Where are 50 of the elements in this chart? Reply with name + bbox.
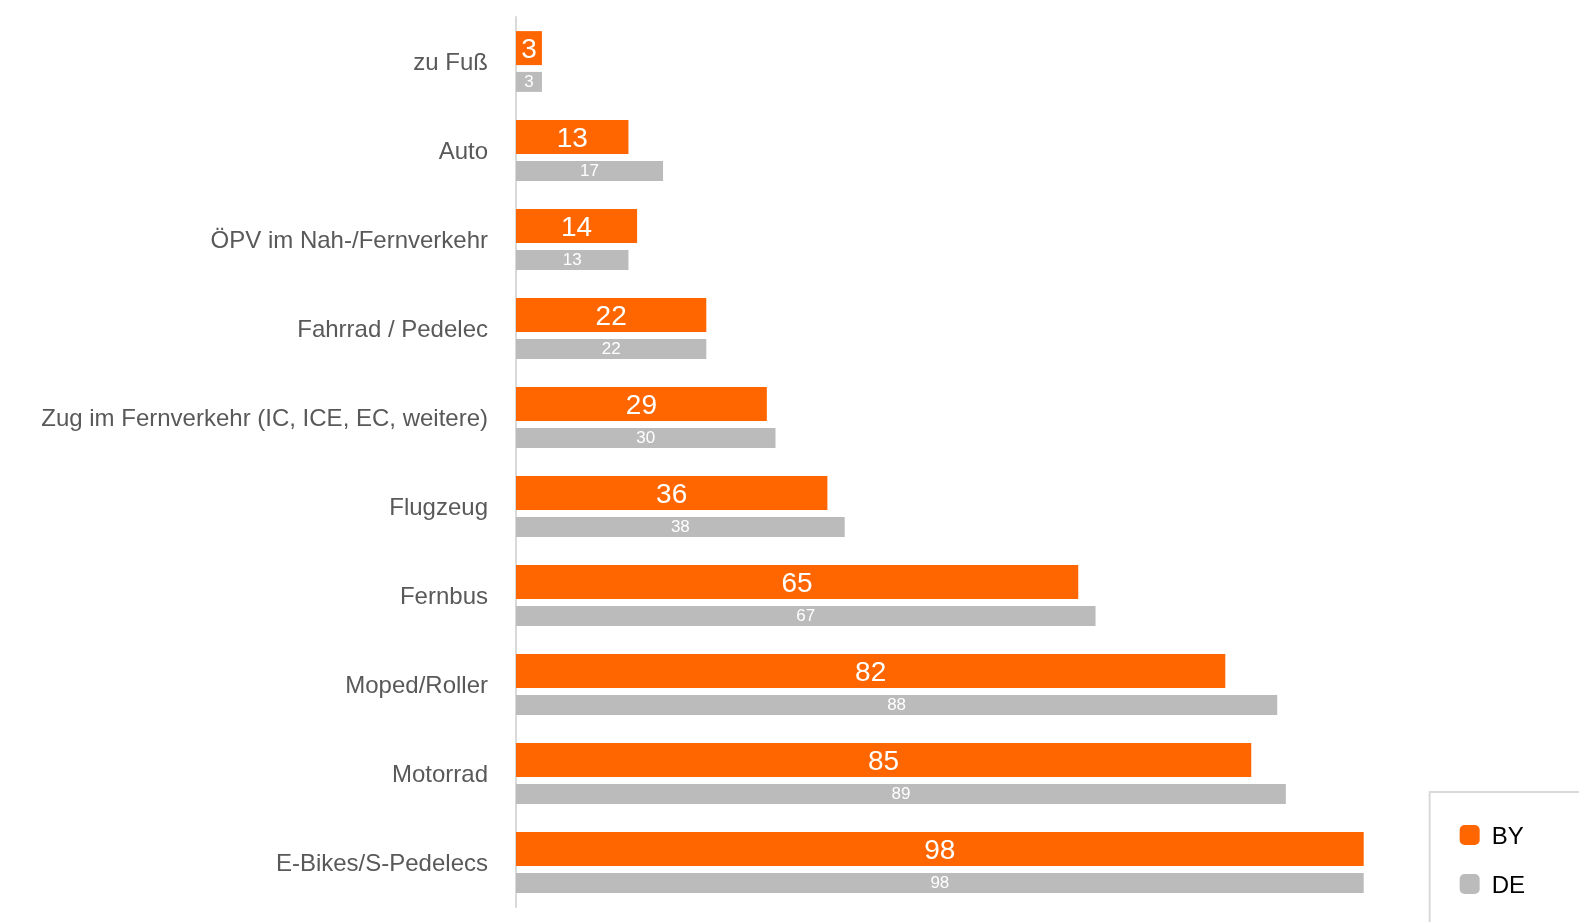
data-label: 88 bbox=[887, 695, 907, 715]
bar bbox=[516, 160, 664, 181]
data-label: 38 bbox=[670, 517, 690, 537]
y-tick-label: Fernbus bbox=[399, 582, 488, 609]
y-tick-label: E-Bikes/S-Pedelecs bbox=[275, 849, 488, 876]
data-label: 85 bbox=[868, 744, 900, 776]
bar bbox=[516, 427, 776, 448]
data-label: 89 bbox=[891, 784, 911, 804]
y-tick-label: Auto bbox=[438, 137, 488, 164]
data-label: 3 bbox=[521, 32, 537, 64]
data-label: 98 bbox=[924, 833, 956, 865]
y-tick-label: Zug im Fernverkehr (IC, ICE, EC, weitere) bbox=[41, 404, 488, 431]
y-tick-label: zu Fuß bbox=[413, 48, 488, 75]
data-label: 36 bbox=[656, 477, 688, 509]
legend-label: BY bbox=[1491, 821, 1524, 849]
bar bbox=[516, 298, 707, 333]
data-label: 29 bbox=[625, 388, 657, 420]
bar bbox=[516, 694, 1278, 715]
data-label: 30 bbox=[636, 428, 656, 448]
bar bbox=[516, 476, 828, 511]
data-label: 13 bbox=[562, 250, 582, 270]
bar bbox=[516, 209, 638, 244]
data-label: 82 bbox=[855, 655, 887, 687]
bar bbox=[516, 654, 1226, 689]
bar bbox=[516, 832, 1364, 867]
bar bbox=[516, 565, 1079, 600]
y-tick-label: Flugzeug bbox=[389, 493, 488, 520]
bar bbox=[516, 249, 629, 270]
data-label: 13 bbox=[556, 121, 588, 153]
y-tick-label: ÖPV im Nah-/Fernverkehr bbox=[210, 226, 489, 253]
data-label: 67 bbox=[796, 606, 816, 626]
data-label: 65 bbox=[781, 566, 813, 598]
bar bbox=[516, 743, 1252, 778]
y-tick-label: Moped/Roller bbox=[345, 671, 489, 698]
bar bbox=[516, 338, 707, 359]
data-label: 22 bbox=[595, 299, 627, 331]
y-tick-label: Motorrad bbox=[391, 760, 488, 787]
bar bbox=[516, 120, 629, 155]
bar bbox=[516, 872, 1364, 893]
data-label: 14 bbox=[560, 210, 593, 242]
data-label: 22 bbox=[601, 339, 621, 359]
legend-label: DE bbox=[1491, 870, 1525, 898]
bar bbox=[516, 605, 1096, 626]
bar bbox=[516, 387, 767, 422]
bar bbox=[516, 516, 845, 537]
bar bbox=[516, 783, 1286, 804]
data-label: 98 bbox=[930, 873, 950, 893]
data-label: 17 bbox=[580, 161, 599, 181]
y-tick-label: Fahrrad / Pedelec bbox=[297, 315, 488, 342]
data-label: 3 bbox=[524, 72, 534, 92]
